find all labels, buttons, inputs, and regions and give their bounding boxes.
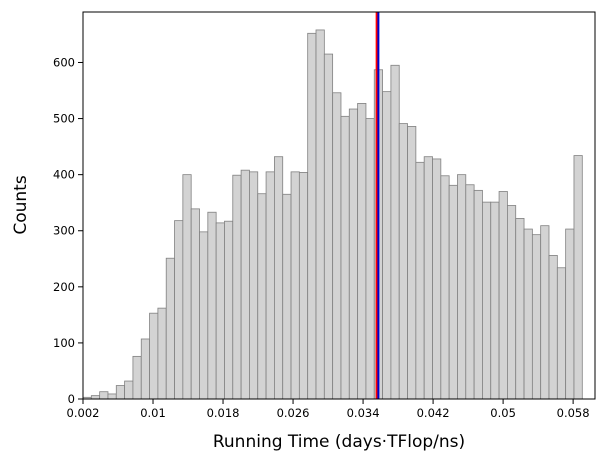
histogram-bar: [423, 156, 433, 400]
histogram-bar: [432, 158, 442, 400]
histogram-bar: [515, 217, 525, 400]
histogram-bar: [174, 220, 184, 400]
y-tick-label: 0: [68, 392, 75, 406]
x-axis-ticks: 0.002 0.01 0.018 0.026 0.034 0.042 0.05 0.058: [67, 399, 590, 420]
histogram-bar: [257, 193, 267, 400]
histogram-bar: [498, 191, 508, 400]
histogram-bar: [207, 211, 217, 400]
x-tick-label: 0.01: [140, 406, 166, 420]
histogram-bar: [348, 108, 359, 400]
x-tick-label: 0.042: [417, 406, 450, 420]
histogram-bar: [340, 115, 350, 400]
x-axis-title: Running Time (days·TFlop/ns): [213, 432, 465, 452]
histogram-bar: [540, 225, 550, 400]
histogram-bar: [457, 174, 467, 400]
histogram-bar: [99, 391, 109, 400]
histogram-bar: [240, 169, 250, 400]
y-tick-label: 300: [53, 224, 75, 238]
histogram-bar: [556, 267, 567, 400]
x-tick-label: 0.05: [490, 406, 516, 420]
histogram-bar: [390, 64, 400, 400]
histogram-bar: [565, 228, 575, 400]
histogram-bar: [407, 126, 417, 400]
histogram-bar: [249, 171, 259, 400]
y-tick-label: 600: [53, 55, 75, 69]
histogram-bar: [357, 103, 367, 400]
histogram-bar: [115, 385, 125, 400]
histogram-bar: [398, 123, 408, 400]
x-tick-label: 0.018: [207, 406, 240, 420]
histogram-bar: [124, 380, 134, 400]
y-tick-label: 100: [53, 336, 75, 350]
x-tick-label: 0.002: [67, 406, 100, 420]
histogram-bars: [82, 29, 583, 400]
histogram-bar: [199, 231, 209, 400]
histogram-bar: [298, 172, 309, 400]
histogram-bar: [265, 171, 275, 400]
histogram-bar: [273, 156, 284, 400]
histogram-bar: [307, 32, 317, 400]
reference-lines: [375, 12, 380, 399]
histogram-bar: [415, 161, 425, 400]
histogram-bar: [506, 205, 517, 400]
x-tick-label: 0.026: [277, 406, 310, 420]
histogram-bar: [90, 395, 101, 400]
histogram-bar: [490, 201, 500, 400]
y-axis-ticks: 0 100 200 300 400 500 600: [53, 55, 83, 406]
histogram-bar: [157, 307, 167, 400]
histogram-bar: [573, 155, 583, 400]
histogram-bar: [448, 184, 458, 400]
histogram-bar: [215, 222, 225, 400]
histogram-bar: [149, 312, 159, 400]
histogram-bar: [473, 189, 483, 400]
plot-frame: [82, 11, 596, 400]
histogram-bar: [190, 208, 200, 400]
histogram-bar: [107, 393, 117, 400]
histogram-bar: [165, 257, 175, 400]
histogram-bar: [140, 338, 150, 400]
y-tick-label: 400: [53, 168, 75, 182]
x-tick-label: 0.034: [347, 406, 380, 420]
histogram-bar: [482, 201, 492, 400]
histogram-bar: [232, 174, 242, 400]
histogram-bar: [332, 92, 342, 400]
histogram-bar: [382, 91, 392, 400]
histogram-bar: [523, 228, 533, 400]
y-tick-label: 500: [53, 112, 75, 126]
y-axis-title: Counts: [11, 175, 31, 234]
histogram-bar: [182, 174, 192, 400]
histogram-bar: [465, 184, 475, 400]
histogram-bar: [290, 171, 300, 400]
histogram-bar: [323, 53, 334, 400]
histogram-bar: [365, 118, 375, 400]
histogram-bar: [440, 175, 450, 400]
histogram-bar: [548, 255, 558, 400]
histogram-bar: [531, 234, 542, 400]
y-tick-label: 200: [53, 280, 75, 294]
histogram-bar: [132, 355, 142, 400]
x-tick-label: 0.058: [557, 406, 590, 420]
histogram-bar: [282, 193, 292, 400]
histogram-bar: [315, 29, 325, 400]
histogram-bar: [224, 220, 234, 400]
